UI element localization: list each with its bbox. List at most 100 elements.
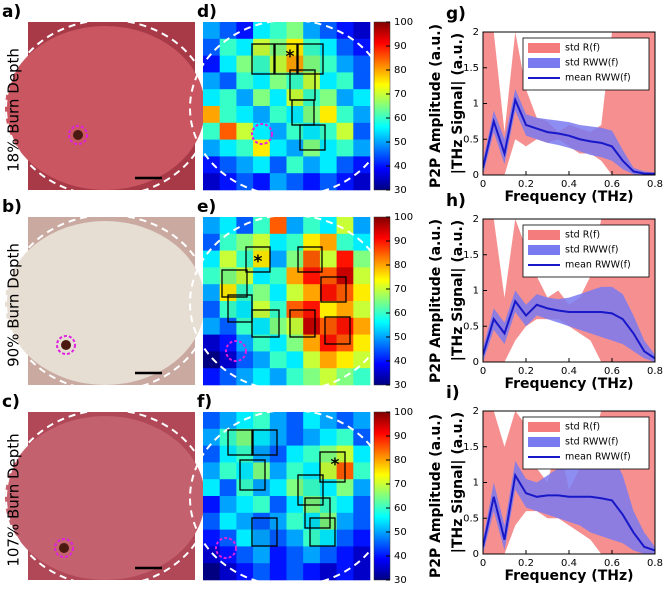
heatmap-cell [269, 267, 287, 285]
panel-label: b) [2, 197, 22, 217]
roi [245, 246, 271, 273]
panel-label: f) [197, 392, 212, 412]
heatmap-cell [269, 351, 287, 369]
heatmap-cell [303, 317, 321, 335]
heatmap-cell [353, 479, 371, 497]
heatmap-cell [319, 445, 337, 463]
heatmap-cell [219, 139, 237, 157]
heatmap-cell [286, 529, 304, 547]
heatmap-cell [353, 284, 371, 302]
heatmap-cell [303, 479, 321, 497]
heatmap-cell [303, 173, 321, 191]
panel-label: e) [197, 197, 216, 217]
heatmap-cell [303, 139, 321, 157]
heatmap-cell [303, 368, 321, 386]
heatmap-cell [203, 89, 220, 107]
heatmap-cell [203, 563, 220, 581]
heatmap-cell [203, 233, 220, 251]
heatmap-cell [286, 496, 304, 514]
colorbar-tick-label: 70 [394, 89, 407, 100]
heatmap-cell [353, 217, 371, 235]
heatmap-cell [219, 217, 237, 235]
heatmap-cell [236, 106, 254, 124]
mean-line [483, 96, 655, 175]
colorbar [373, 411, 391, 581]
heatmap-cell [353, 301, 371, 319]
colorbar-tick-label: 100 [394, 407, 413, 418]
heatmap-cell [336, 529, 354, 547]
heatmap-cell [286, 563, 304, 581]
roi [320, 276, 347, 303]
heatmap-cell [319, 250, 337, 268]
x-tick-label: 0.4 [561, 558, 577, 569]
colorbar [373, 216, 391, 386]
heatmap-cell [336, 428, 354, 446]
heatmap-cell [319, 496, 337, 514]
legend-swatch [528, 245, 560, 255]
row-label: 18% Burn Depth [5, 48, 23, 172]
heatmap-cell [303, 55, 321, 73]
heatmap-cell [336, 284, 354, 302]
heatmap-cell [336, 351, 354, 369]
heatmap-cell [303, 512, 321, 530]
y-tick-label: 1 [473, 99, 479, 110]
heatmap-cell [269, 368, 287, 386]
heatmap-cell [253, 479, 271, 497]
colorbar-tick-label: 40 [394, 161, 407, 172]
roi-marker: * [331, 455, 340, 475]
heatmap-cell [319, 173, 337, 191]
heatmap-cell [336, 38, 354, 56]
colorbar-tick-label: 50 [394, 137, 407, 148]
x-tick-label: 0.6 [604, 179, 620, 190]
x-axis-label: Frequency (THz) [504, 376, 633, 392]
heatmap-cell [336, 233, 354, 251]
heatmap-cell [286, 317, 304, 335]
heatmap-cell [303, 529, 321, 547]
heatmap-cell [286, 445, 304, 463]
heatmap-cell [286, 284, 304, 302]
heatmap-cell [286, 334, 304, 352]
heatmap-cell [286, 106, 304, 124]
heatmap-cell [303, 445, 321, 463]
panel-label: d) [197, 2, 217, 22]
y-tick-label: 2 [473, 214, 479, 225]
heatmap-cell [336, 412, 354, 430]
heatmap-cell [219, 412, 237, 430]
heatmap-cell [236, 563, 254, 581]
x-tick-label: 0.4 [561, 179, 577, 190]
std-band [483, 89, 655, 175]
heatmap-cell [236, 334, 254, 352]
x-tick-label: 0.2 [518, 179, 534, 190]
heatmap-cell [319, 301, 337, 319]
heatmap-cell [253, 529, 271, 547]
heatmap-cell [319, 122, 337, 140]
colorbar-tick-label: 30 [394, 185, 407, 196]
heatmap-cell [203, 317, 220, 335]
roi [251, 517, 278, 547]
mark [73, 130, 83, 140]
colorbar-tick-label: 60 [394, 113, 407, 124]
heatmap-cell [286, 428, 304, 446]
roi [324, 316, 351, 345]
heatmap-cell [253, 512, 271, 530]
legend-label: std RWW(f) [565, 437, 618, 448]
roi [319, 451, 346, 483]
heatmap-cell [253, 38, 271, 56]
colorbar [373, 21, 391, 191]
heatmap-cell [236, 529, 254, 547]
heatmap-cell [203, 412, 220, 430]
heatmap-cell [236, 173, 254, 191]
heatmap-cell [269, 462, 287, 480]
legend-label: std R(f) [565, 43, 600, 54]
heatmap-cell [319, 156, 337, 174]
heatmap-cell [319, 89, 337, 107]
heatmap-cell [286, 55, 304, 73]
heatmap-cell [236, 412, 254, 430]
heatmap-cell [336, 217, 354, 235]
legend-swatch [528, 43, 560, 53]
heatmap-cell [203, 217, 220, 235]
x-tick-label: 0 [480, 366, 486, 377]
heatmap-cell [269, 479, 287, 497]
heatmap-cell [269, 173, 287, 191]
heatmap-cell [253, 72, 271, 90]
